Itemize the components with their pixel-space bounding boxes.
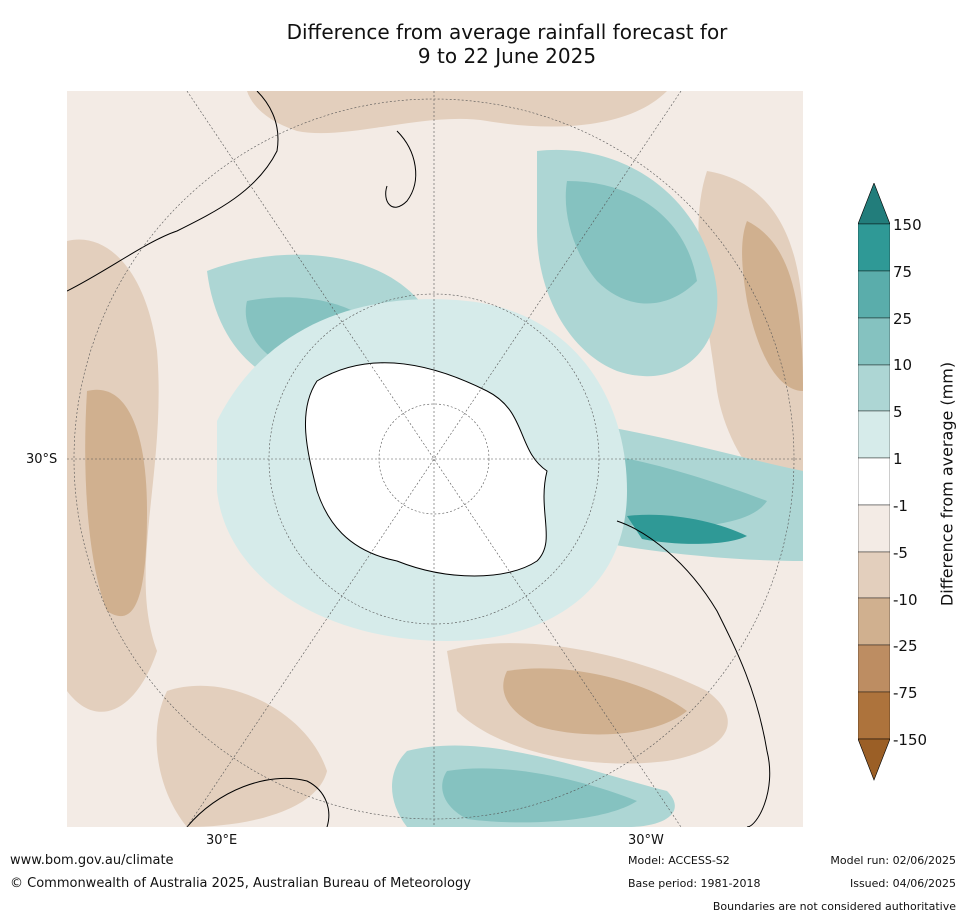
colorbar-band-10-25 [858, 317, 890, 366]
footer-issued: Issued: 04/06/2025 [849, 877, 956, 890]
new-zealand-outline [385, 130, 417, 208]
colorbar-tick-neg150: -150 [893, 731, 928, 749]
colorbar-band-neg10-neg5 [858, 551, 890, 599]
colorbar-band-neg25-neg10 [858, 597, 890, 646]
colorbar-band-neg1-1 [858, 457, 890, 506]
dry-region-south-west [156, 685, 327, 827]
colorbar-band-25-75 [858, 270, 890, 319]
map-title-line2: 9 to 22 June 2025 [417, 44, 597, 68]
colorbar-tick-neg5: -5 [893, 544, 908, 562]
colorbar-tick-10: 10 [893, 356, 913, 374]
colorbar-tick-1: 1 [893, 450, 903, 468]
graticule [67, 91, 803, 827]
colorbar-band-5-10 [858, 364, 890, 412]
colorbar-band-neg5-neg1 [858, 504, 890, 553]
footer-model-run: Model run: 02/06/2025 [830, 854, 956, 867]
dry-region-north [247, 91, 667, 134]
colorbar-band-neg150-neg75 [858, 691, 890, 740]
colorbar-bottom-arrow [858, 738, 890, 781]
wet-region-south-core [442, 768, 637, 823]
latitude-label-30s: 30°S [26, 452, 58, 467]
footer-url[interactable]: www.bom.gov.au/climate [10, 853, 174, 868]
map-title-line1: Difference from average rainfall forecas… [286, 20, 728, 44]
wet-region-drake-peak [627, 514, 747, 544]
south-america-outline [616, 520, 771, 827]
map-canvas [67, 91, 803, 827]
colorbar-tick-75: 75 [893, 263, 913, 281]
colorbar-title: Difference from average (mm) [937, 361, 957, 607]
colorbar-band-75-150 [858, 223, 890, 272]
footer-disclaimer: Boundaries are not considered authoritat… [712, 900, 956, 913]
colorbar-tick-5: 5 [893, 403, 903, 421]
footer-base-period: Base period: 1981-2018 [628, 877, 761, 890]
wet-region-pacific-core [565, 181, 697, 304]
colorbar-band-neg75-neg25 [858, 644, 890, 693]
colorbar-tick-neg1: -1 [893, 497, 908, 515]
colorbar-band-1-5 [858, 410, 890, 459]
colorbar-tick-150: 150 [893, 216, 922, 234]
footer-model: Model: ACCESS-S2 [628, 854, 730, 867]
colorbar-tick-25: 25 [893, 310, 913, 328]
map-title: Difference from average rainfall forecas… [0, 20, 965, 68]
dry-region-east-core [742, 221, 803, 391]
colorbar [858, 183, 890, 781]
dry-region-south-atlantic-core [503, 668, 687, 735]
colorbar-tick-neg25: -25 [893, 637, 918, 655]
longitude-label-30e: 30°E [206, 833, 238, 848]
footer-copyright: © Commonwealth of Australia 2025, Austra… [10, 876, 471, 891]
dry-region-west-core [85, 389, 147, 617]
colorbar-top-arrow [858, 183, 890, 225]
colorbar-tick-neg75: -75 [893, 684, 918, 702]
colorbar-tick-neg10: -10 [893, 591, 918, 609]
antarctica-landmass [305, 362, 548, 577]
africa-outline [186, 777, 330, 827]
rainfall-map [67, 91, 803, 827]
longitude-label-30w: 30°W [628, 833, 664, 848]
australia-outline [67, 91, 279, 292]
